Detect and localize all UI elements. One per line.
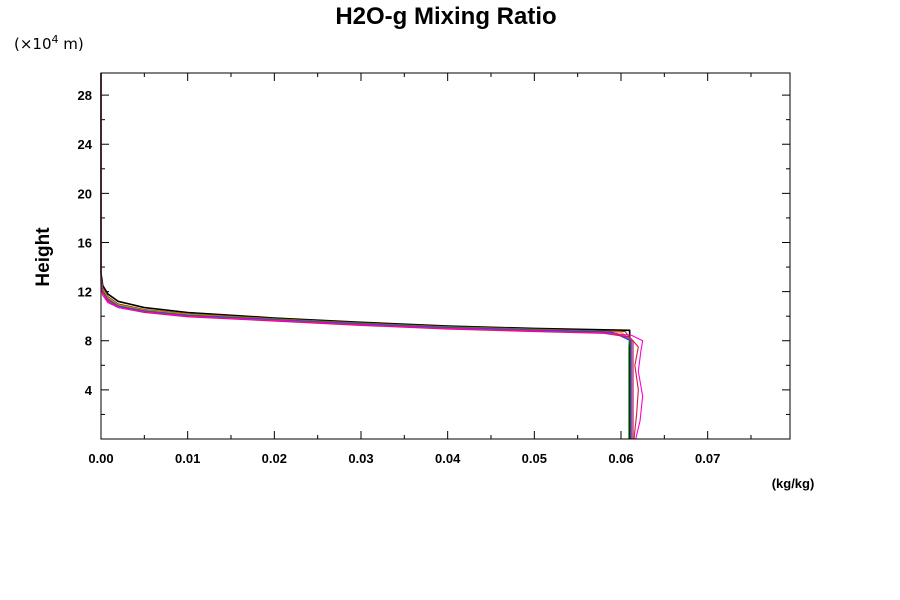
chart-title: H2O-g Mixing Ratio — [335, 3, 556, 30]
y-tick-label: 4 — [85, 383, 93, 398]
y-axis-ticks: 4 8 12 16 20 24 28 — [78, 88, 790, 415]
y-tick-label: 24 — [78, 137, 93, 152]
y-axis-label: Height — [33, 227, 54, 287]
y-scale-exponent: 4 — [52, 33, 59, 46]
y-tick-label: 28 — [78, 88, 92, 103]
x-tick-label: 0.04 — [435, 451, 461, 466]
y-tick-label: 8 — [85, 334, 92, 349]
series-line-3 — [100, 73, 633, 439]
y-scale-unit: m) — [59, 35, 84, 53]
y-tick-label: 20 — [78, 186, 92, 201]
x-tick-label: 0.03 — [348, 451, 373, 466]
plot-frame — [100, 72, 791, 440]
series-line-7 — [100, 73, 639, 440]
series-line-2 — [100, 73, 632, 439]
series-line-8 — [100, 73, 644, 440]
series-line-5 — [100, 73, 632, 439]
x-tick-label: 0.07 — [695, 451, 720, 466]
series-line-4 — [100, 73, 631, 439]
series-line-6 — [100, 73, 634, 439]
x-axis-ticks: 0.00 0.01 0.02 0.03 0.04 0.05 0.06 0.07 — [88, 73, 752, 466]
y-tick-label: 16 — [78, 235, 92, 250]
y-tick-label: 12 — [78, 285, 92, 300]
x-tick-label: 0.02 — [262, 451, 287, 466]
y-scale-prefix: (×10 — [14, 35, 52, 53]
x-tick-label: 0.05 — [522, 451, 547, 466]
x-tick-label: 0.06 — [608, 451, 633, 466]
x-tick-label: 0.01 — [175, 451, 200, 466]
series-line-1 — [100, 73, 631, 439]
y-scale-label: (×104 m) — [14, 33, 84, 53]
x-axis-unit: (kg/kg) — [772, 476, 815, 491]
x-tick-label: 0.00 — [88, 451, 113, 466]
series-lines — [100, 73, 644, 440]
